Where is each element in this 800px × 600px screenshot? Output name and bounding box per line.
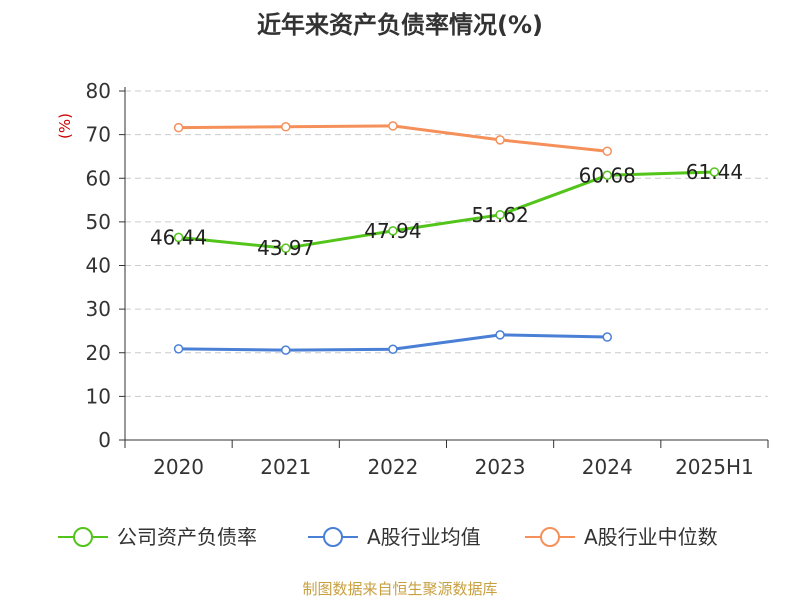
data-label: 60.68 xyxy=(579,163,636,187)
series-point-0 xyxy=(281,243,291,253)
y-tick-label: 30 xyxy=(86,297,111,321)
series-point-2 xyxy=(602,146,612,156)
axes: 0 10 20 30 40 50 60 70 80 (%) 2020 2021 2022 2023 2024… xyxy=(56,79,769,479)
series-point-2 xyxy=(281,122,291,132)
legend-marker xyxy=(73,527,93,547)
series-point-1 xyxy=(388,344,398,355)
y-tick-label: 70 xyxy=(86,123,111,147)
data-source: 制图数据来自恒生聚源数据库 xyxy=(302,580,498,598)
series-point-2 xyxy=(388,121,398,131)
series-point-0 xyxy=(173,232,184,243)
series-point-0 xyxy=(388,226,398,236)
series-point-1 xyxy=(173,344,184,354)
y-tick-label: 0 xyxy=(98,428,111,452)
y-tick-label: 20 xyxy=(86,341,111,365)
legend-item-0: 公司资产负债率 xyxy=(58,525,257,549)
x-tick-label: 2024 xyxy=(582,455,633,479)
x-tick-label: 2023 xyxy=(475,455,526,479)
legend-marker xyxy=(540,527,560,547)
series xyxy=(173,121,720,355)
y-tick-label: 80 xyxy=(86,79,111,103)
legend-label: A股行业均值 xyxy=(367,525,481,549)
chart-title: 近年来资产负债率情况(%) xyxy=(257,11,543,39)
series-point-2 xyxy=(495,135,505,145)
series-point-2 xyxy=(173,122,184,133)
legend-marker xyxy=(323,527,343,547)
legend-label: 公司资产负债率 xyxy=(117,525,257,549)
series-point-0 xyxy=(602,170,612,181)
y-tick-label: 50 xyxy=(86,210,111,234)
series-point-1 xyxy=(602,332,612,342)
y-axis-unit: (%) xyxy=(56,113,74,139)
data-labels: 46.44 43.97 47.94 51.62 60.68 61.44 xyxy=(150,160,743,260)
x-tick-label: 2025H1 xyxy=(675,455,754,479)
x-tick-label: 2021 xyxy=(260,455,311,479)
y-tick-label: 40 xyxy=(86,254,111,278)
x-tick-label: 2020 xyxy=(153,455,204,479)
data-label: 43.97 xyxy=(257,236,314,260)
data-label: 47.94 xyxy=(364,219,421,243)
y-tick-label: 10 xyxy=(86,384,111,408)
series-point-0 xyxy=(709,167,720,177)
legend-item-2: A股行业中位数 xyxy=(525,525,718,549)
series-point-0 xyxy=(495,210,505,220)
y-tick-label: 60 xyxy=(86,166,111,190)
legend: 公司资产负债率 A股行业均值 A股行业中位数 xyxy=(58,525,718,549)
legend-item-1: A股行业均值 xyxy=(308,525,481,549)
data-label: 51.62 xyxy=(471,203,528,227)
series-point-1 xyxy=(495,330,505,340)
x-tick-label: 2022 xyxy=(367,455,418,479)
series-line-0 xyxy=(178,170,715,250)
legend-label: A股行业中位数 xyxy=(584,525,718,549)
data-label: 61.44 xyxy=(686,160,743,184)
series-point-1 xyxy=(281,345,291,355)
data-label: 46.44 xyxy=(150,225,207,249)
